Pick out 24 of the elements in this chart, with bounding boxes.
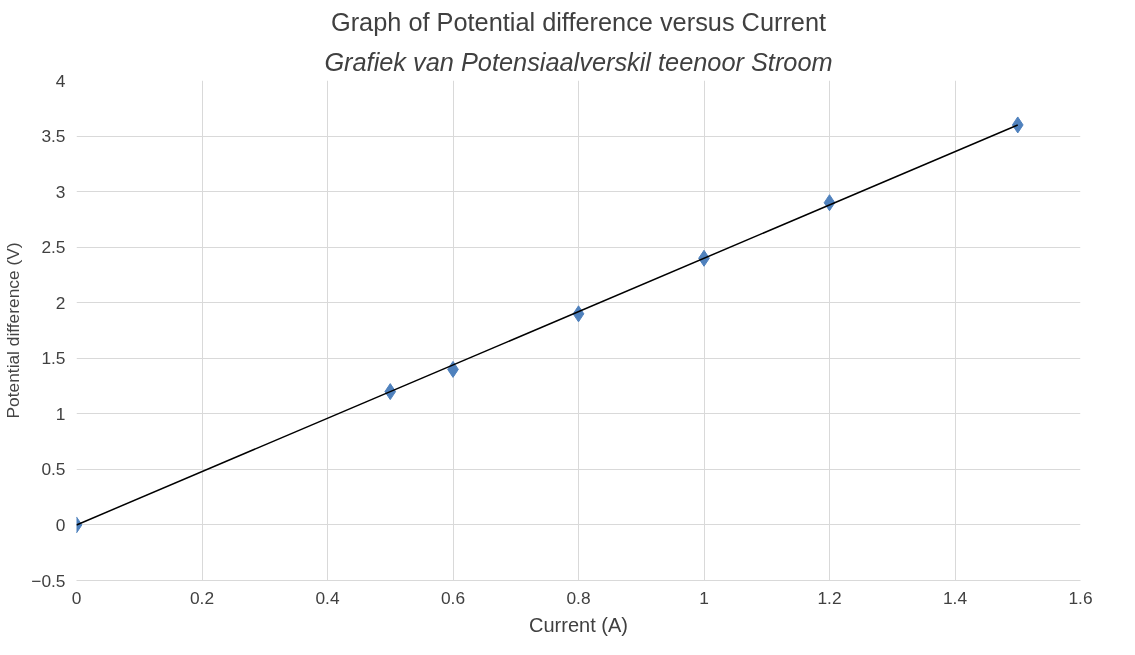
x-tick-label: 1.2 xyxy=(817,587,842,608)
y-tick-label: 2.5 xyxy=(41,237,66,258)
y-tick-label: 3.5 xyxy=(41,126,66,147)
y-tick-label: 4 xyxy=(55,70,66,91)
y-tick-label: −0.5 xyxy=(31,570,66,591)
y-tick-label: 0 xyxy=(55,514,66,535)
x-axis-title: Current (A) xyxy=(529,613,628,636)
x-tick-label: 1 xyxy=(699,587,709,608)
x-tick-label: 1.6 xyxy=(1068,587,1093,608)
x-tick-label: 1.4 xyxy=(942,587,968,608)
y-tick-label: 2 xyxy=(55,292,66,313)
point xyxy=(1011,116,1024,134)
y-tick-label: 3 xyxy=(55,181,66,202)
y-tick-label: 1.5 xyxy=(41,348,66,369)
x-tick-label: 0 xyxy=(71,587,82,608)
y-tick-label: 0.5 xyxy=(41,459,66,480)
y-axis-title: Potential difference (V) xyxy=(3,242,24,419)
chart-subtitle: Grafiek van Potensiaalverskil teenoor Stroom xyxy=(324,47,833,76)
y-tick-label: 1 xyxy=(55,403,66,424)
x-tick-label: 0.6 xyxy=(440,587,466,608)
x-tick-label: 0.2 xyxy=(189,587,215,608)
chart-title: Graph of Potential difference versus Current xyxy=(330,7,827,36)
x-tick-label: 0.8 xyxy=(566,587,591,608)
x-tick-label: 0.4 xyxy=(315,587,340,608)
